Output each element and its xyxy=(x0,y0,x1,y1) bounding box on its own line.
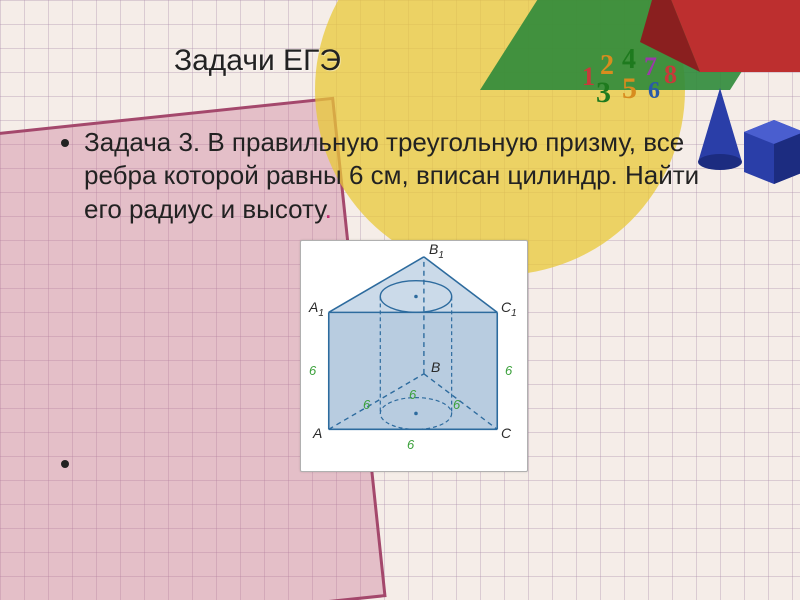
problem-period: . xyxy=(325,194,332,224)
edge-label: 6 xyxy=(505,363,512,380)
edge-label: 6 xyxy=(309,363,316,380)
slide-content: Задачи ЕГЭ Задача 3. В правильную треуго… xyxy=(0,0,800,600)
vertex-C: C xyxy=(501,425,511,443)
slide-body: Задача 3. В правильную треугольную призм… xyxy=(56,126,744,472)
vertex-B: B xyxy=(431,359,440,377)
edge-label: 6 xyxy=(363,397,370,414)
slide-title: Задачи ЕГЭ xyxy=(174,44,744,78)
problem-text: Задача 3. В правильную треугольную призм… xyxy=(84,127,699,224)
prism-figure: A B C A1 B1 C1 6 6 6 6 6 6 xyxy=(300,240,528,472)
edge-label: 6 xyxy=(407,437,414,454)
vertex-C1: C1 xyxy=(501,299,517,321)
vertex-B1: B1 xyxy=(429,241,444,263)
problem-bullet: Задача 3. В правильную треугольную призм… xyxy=(84,126,744,226)
edge-label: 6 xyxy=(453,397,460,414)
figure-bullet: A B C A1 B1 C1 6 6 6 6 6 6 xyxy=(84,240,744,472)
vertex-A1: A1 xyxy=(309,299,324,321)
edge-label: 6 xyxy=(409,387,416,404)
vertex-A: A xyxy=(313,425,322,443)
